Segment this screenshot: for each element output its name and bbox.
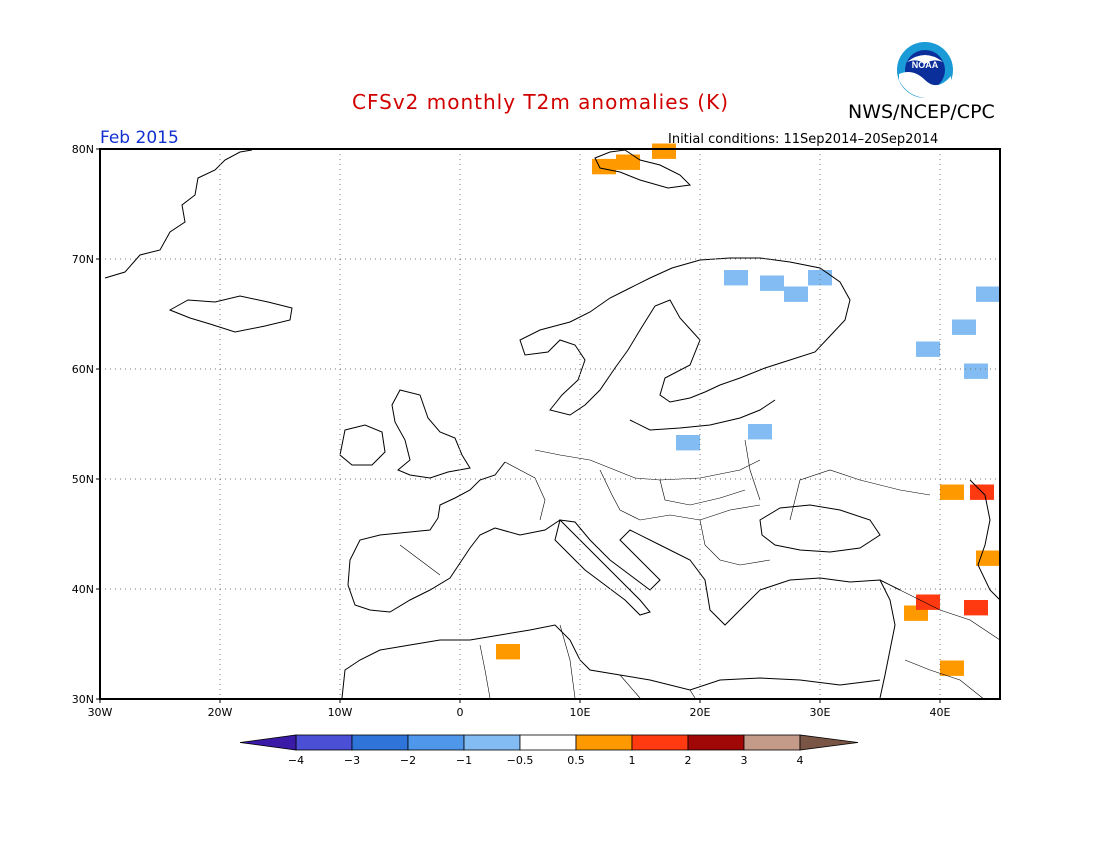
north-africa-coastline	[341, 624, 881, 699]
caspian-sea-coastline	[969, 479, 1001, 601]
anomaly-cell	[940, 484, 964, 500]
lon-tick-label: 0	[457, 706, 464, 719]
iberia-coastline	[347, 461, 506, 613]
lat-tick-label: 60N	[72, 363, 94, 376]
lon-tick-label: 10E	[570, 706, 591, 719]
colorbar-label: 1	[629, 754, 636, 767]
noaa-logo: NOAA	[897, 42, 953, 99]
anomaly-cells-layer	[496, 143, 1000, 676]
colorbar-low-arrow	[239, 734, 297, 751]
colorbar-label: −2	[400, 754, 416, 767]
colorbar-label: 2	[685, 754, 692, 767]
agency-label: NWS/NCEP/CPC	[848, 101, 995, 123]
colorbar-label: −1	[456, 754, 472, 767]
anomaly-cell	[748, 424, 772, 440]
anomaly-cell	[952, 319, 976, 335]
anomaly-cell	[676, 435, 700, 451]
anomaly-cell	[760, 275, 784, 291]
axes-layer: 30W 20W 10W 0 10E 20E 30E 40E 80N 70N 60N 50N 40N 30N	[72, 143, 951, 719]
anomaly-cell	[616, 154, 640, 170]
greenland-coastline	[104, 149, 253, 279]
colorbar-segment	[519, 734, 577, 751]
levant-coastline	[879, 579, 896, 699]
borders-layer	[399, 439, 1001, 701]
anomaly-cell	[592, 158, 616, 175]
initial-conditions-label: Initial conditions: 11Sep2014–20Sep2014	[668, 132, 939, 147]
anomaly-cell	[976, 550, 1000, 566]
colorbar-label: −4	[288, 754, 304, 767]
chart-title: CFSv2 monthly T2m anomalies (K)	[352, 90, 729, 114]
anomaly-cell	[784, 286, 808, 302]
colorbar-label: 4	[797, 754, 804, 767]
lat-tick-label: 50N	[72, 473, 94, 486]
colorbar-legend: −4 −3 −2 −1 −0.5 0.5 1 2 3 4	[239, 734, 859, 767]
anomaly-cell	[496, 644, 520, 660]
lon-tick-label: 20W	[208, 706, 233, 719]
anomaly-cell	[916, 594, 940, 610]
svalbard-coastline	[594, 149, 692, 189]
anomaly-cell	[916, 341, 940, 357]
mediterranean-north-coastline	[494, 519, 901, 626]
colorbar-segment	[463, 734, 521, 751]
colorbar-segment	[575, 734, 633, 751]
ireland-coastline	[339, 424, 386, 466]
colorbar-label: 0.5	[567, 754, 585, 767]
colorbar-segment	[407, 734, 465, 751]
great-britain-coastline	[391, 389, 471, 479]
lon-tick-label: 30E	[810, 706, 831, 719]
colorbar-segment	[631, 734, 689, 751]
anomaly-cell	[724, 270, 748, 286]
colorbar-high-arrow	[799, 734, 859, 751]
colorbar-label: 3	[741, 754, 748, 767]
lat-tick-label: 30N	[72, 693, 94, 706]
anomaly-cell	[652, 143, 676, 159]
colorbar-segment	[351, 734, 409, 751]
scandinavia-coastline	[519, 257, 851, 416]
lon-tick-label: 20E	[690, 706, 711, 719]
lat-tick-label: 70N	[72, 253, 94, 266]
baltic-coastline	[629, 399, 776, 431]
colorbar-segment	[743, 734, 801, 751]
svg-text:NOAA: NOAA	[912, 60, 939, 70]
forecast-month: Feb 2015	[100, 128, 179, 148]
italy-coastline	[554, 519, 651, 616]
coastlines-layer	[104, 149, 1001, 699]
graticule-layer	[100, 149, 1000, 699]
colorbar-segment	[295, 734, 353, 751]
lon-tick-label: 40E	[930, 706, 951, 719]
lon-tick-label: 30W	[88, 706, 113, 719]
lat-tick-label: 80N	[72, 143, 94, 156]
black-sea-coastline	[759, 504, 881, 553]
colorbar-label: −3	[344, 754, 360, 767]
colorbar-label: −0.5	[507, 754, 534, 767]
lat-tick-label: 40N	[72, 583, 94, 596]
anomaly-cell	[964, 600, 988, 616]
iceland-coastline	[168, 295, 293, 333]
anomaly-cell	[808, 270, 832, 286]
map-frame	[99, 148, 1001, 700]
lon-tick-label: 10W	[328, 706, 353, 719]
anomaly-cell	[976, 286, 1000, 302]
colorbar-segment	[687, 734, 745, 751]
anomaly-cell	[940, 660, 964, 676]
anomaly-cell	[964, 363, 988, 379]
